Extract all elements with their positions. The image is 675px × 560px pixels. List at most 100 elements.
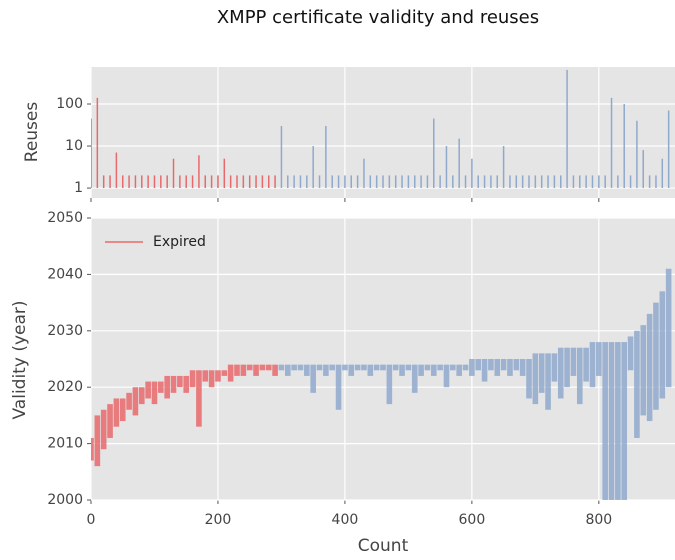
validity-range [234,364,240,376]
validity-range [481,359,488,382]
validity-range [91,437,94,461]
validity-range [183,375,190,393]
x-tick-label: 0 [87,512,96,528]
validity-range [158,381,164,393]
validity-range [272,364,278,376]
validity-range [608,342,615,500]
x-tick-label: 600 [459,512,486,528]
validity-range [456,364,462,376]
validity-range [665,268,672,388]
validity-range [310,364,316,393]
y-tick-label: 2030 [47,323,83,339]
validity-range [596,342,602,376]
validity-range [138,387,145,405]
validity-range [316,364,323,371]
validity-range [215,370,221,382]
validity-range [500,359,507,371]
y-tick-label: 2000 [47,492,83,508]
y-tick-label: 2010 [47,436,83,452]
validity-range [145,381,151,399]
validity-range [488,359,494,371]
validity-range [221,370,228,376]
validity-range [227,364,234,382]
validity-range [513,359,520,371]
validity-range [373,364,380,371]
validity-range [392,364,399,371]
plot-marks [91,69,670,189]
y-tick-label: 2040 [47,266,83,282]
validity-range [177,375,183,388]
validity-range [240,364,247,376]
y-axis-label: Reuses [22,102,42,163]
validity-range [589,342,596,388]
validity-range [576,347,583,405]
validity-range [259,364,266,371]
validity-range [450,364,456,371]
y-tick-label: 2050 [47,210,83,226]
validity-range [545,353,551,410]
validity-range [583,347,589,382]
validity-range [443,364,450,388]
validity-range [532,353,539,405]
y-axis-label: Validity (year) [10,300,30,419]
validity-range [646,313,653,422]
y-tick-label: 2020 [47,379,83,395]
y-tick-label: 1 [74,180,83,196]
validity-range [196,370,202,427]
validity-range [348,364,355,376]
validity-range [469,359,475,376]
validity-range [151,381,158,405]
validity-range [297,364,304,371]
validity-range [107,404,113,438]
validity-range [253,364,259,376]
validity-range [418,364,424,376]
validity-range [399,364,405,376]
validity-range [208,370,215,388]
validity-range [354,364,361,371]
validity-range [265,364,272,371]
x-tick-label: 400 [332,512,359,528]
x-tick-label: 200 [205,512,232,528]
validity-range [602,342,608,500]
validity-range [119,398,126,422]
validity-range [430,364,437,376]
validity-range [405,364,412,371]
validity-range [557,347,564,399]
validity-range [94,415,101,467]
validity-range [323,364,329,376]
validity-range [170,375,177,393]
validity-range [653,302,659,410]
validity-range [284,364,291,376]
validity-range [615,342,621,500]
validity-range [126,392,132,410]
y-tick-label: 10 [65,138,83,154]
validity-range [627,336,634,371]
validity-range [189,370,196,388]
chart-title: XMPP certificate validity and reuses [217,7,539,28]
legend-label: Expired [153,234,206,250]
validity-range [526,359,532,399]
validity-range [437,364,443,371]
validity-range [411,364,418,393]
validity-range [659,291,666,399]
validity-range [304,364,310,376]
y-tick-label: 100 [56,96,83,112]
validity-range [564,347,570,388]
validity-range [278,364,285,371]
validity-range [551,353,558,382]
validity-range [367,364,374,376]
validity-range [329,364,336,371]
validity-range [475,359,482,371]
validity-range [100,409,107,450]
validity-range [202,370,209,382]
validity-range [494,359,501,376]
validity-range [246,364,253,371]
validity-range [164,375,170,399]
validity-range [132,387,139,416]
validity-range [424,364,431,371]
validity-range [386,364,393,405]
validity-range [361,364,367,371]
validity-range [335,364,342,410]
validity-range [640,325,647,416]
